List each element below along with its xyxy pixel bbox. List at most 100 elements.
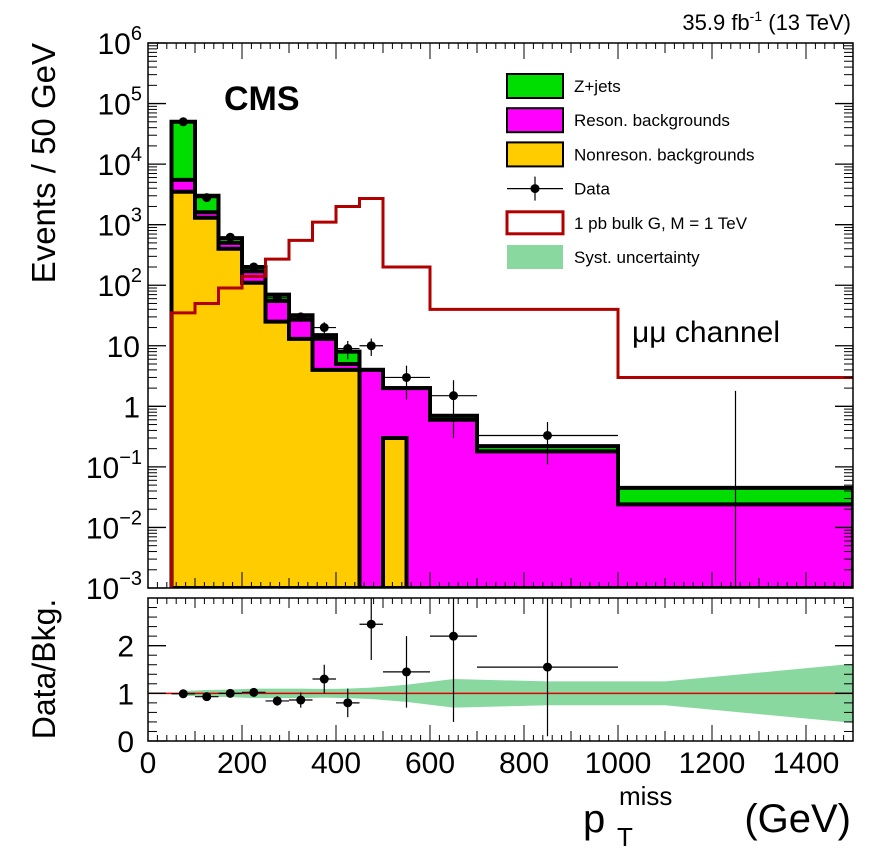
ratio-point bbox=[477, 598, 618, 737]
ratio-marker bbox=[543, 662, 552, 672]
x-tick-label: 1000 bbox=[585, 747, 652, 780]
data-marker bbox=[449, 391, 458, 401]
data-point bbox=[289, 312, 313, 323]
y-tick-label: 10−2 bbox=[86, 507, 142, 545]
data-marker bbox=[543, 430, 552, 440]
y-tick-label: 10−1 bbox=[86, 447, 142, 485]
legend-swatch bbox=[506, 141, 564, 168]
top-panel: 10−3 10−2 10−1 1 10 102 103 104 105 106 Events / 5… bbox=[25, 23, 854, 606]
ratio-frame bbox=[147, 597, 854, 742]
ratio-point bbox=[359, 598, 383, 660]
data-point bbox=[477, 422, 618, 465]
legend-marker bbox=[530, 184, 540, 194]
data-point bbox=[218, 232, 242, 242]
ratio-y-axis-label: Data/Bkg. bbox=[26, 599, 62, 740]
legend-item: 1 pb bulk G, M = 1 TeV bbox=[505, 210, 748, 236]
cms-label: CMS bbox=[224, 80, 300, 118]
x-tick-label: 600 bbox=[405, 747, 455, 780]
y-tick-label: 104 bbox=[98, 144, 143, 182]
y-tick-label: 105 bbox=[98, 84, 143, 122]
ratio-point bbox=[336, 688, 360, 718]
data-point bbox=[383, 365, 430, 400]
legend: Z+jets Reson. backgrounds Nonreson. backgr… bbox=[505, 73, 755, 269]
data-marker bbox=[225, 232, 235, 242]
ratio-y-tick-label: 2 bbox=[117, 631, 134, 664]
lumi-label: 35.9 fb-1 (13 TeV) bbox=[682, 8, 851, 35]
x-tick-label: 1200 bbox=[679, 747, 746, 780]
x-axis-label-sub: T bbox=[617, 822, 633, 852]
data-point bbox=[430, 380, 477, 438]
top-frame bbox=[147, 42, 854, 589]
y-tick-label: 1 bbox=[123, 391, 140, 424]
legend-swatch bbox=[506, 73, 564, 99]
legend-swatch bbox=[507, 245, 563, 269]
y-tick-label: 10−3 bbox=[86, 568, 142, 606]
legend-item: Data bbox=[507, 176, 610, 201]
ratio-marker bbox=[319, 674, 329, 684]
legend-swatch-line bbox=[505, 210, 565, 236]
x-axis-label-sup: miss bbox=[619, 781, 672, 811]
ratio-panel: 0 1 2 0 200 400 600 800 1000 1200 1400 Data/Bkg. p Tm… bbox=[26, 597, 854, 852]
ratio-point bbox=[265, 696, 289, 706]
x-tick-label: 0 bbox=[140, 747, 157, 780]
legend-item: Nonreson. backgrounds bbox=[506, 141, 755, 168]
y-tick-label: 102 bbox=[98, 265, 143, 303]
x-tick-label: 400 bbox=[311, 747, 361, 780]
legend-swatch bbox=[506, 107, 564, 134]
data-point bbox=[359, 338, 383, 356]
legend-label: Nonreson. backgrounds bbox=[574, 145, 755, 164]
signal-line bbox=[170, 197, 853, 588]
channel-label: μμ channel bbox=[632, 316, 780, 349]
x-tick-label: 1400 bbox=[773, 747, 840, 780]
data-point bbox=[312, 322, 336, 335]
ratio-marker bbox=[249, 687, 259, 697]
data-point bbox=[242, 262, 266, 272]
data-marker bbox=[178, 117, 188, 127]
data-marker bbox=[296, 312, 306, 322]
hist-nonreson-backgrounds bbox=[169, 189, 430, 588]
annotations: 35.9 fb-1 (13 TeV) CMS μμ channel bbox=[224, 8, 851, 349]
top-plot-area bbox=[169, 117, 853, 588]
ratio-point bbox=[242, 687, 266, 697]
ratio-point bbox=[171, 689, 195, 699]
ratio-marker bbox=[402, 667, 411, 677]
data-point bbox=[195, 193, 219, 203]
ratio-y-tick-label: 1 bbox=[117, 678, 134, 711]
ratio-marker bbox=[366, 619, 376, 629]
x-axis-label-unit: (GeV) bbox=[744, 797, 851, 841]
data-point bbox=[336, 340, 360, 360]
data-marker bbox=[402, 372, 411, 382]
data-marker bbox=[319, 323, 329, 333]
data-marker bbox=[366, 341, 376, 351]
data-point bbox=[171, 117, 195, 127]
x-axis-label-p: p bbox=[583, 797, 605, 841]
data-marker bbox=[343, 344, 353, 354]
ratio-marker bbox=[225, 688, 235, 698]
ratio-marker bbox=[449, 631, 458, 641]
ratio-point bbox=[430, 598, 477, 722]
ratio-marker bbox=[296, 695, 306, 705]
x-tick-label: 200 bbox=[217, 747, 267, 780]
y-tick-label: 106 bbox=[98, 23, 143, 61]
legend-item: Z+jets bbox=[506, 73, 621, 99]
ratio-plot-area bbox=[148, 598, 853, 737]
ratio-y-tick-label: 0 bbox=[117, 726, 134, 759]
ratio-marker bbox=[202, 692, 212, 702]
x-tick-label: 800 bbox=[499, 747, 549, 780]
ratio-point bbox=[312, 664, 336, 694]
y-tick-label: 103 bbox=[98, 205, 143, 243]
ratio-marker bbox=[272, 696, 282, 706]
legend-item: Reson. backgrounds bbox=[506, 107, 730, 134]
ratio-point bbox=[218, 688, 242, 698]
legend-label: Reson. backgrounds bbox=[574, 111, 730, 130]
data-marker bbox=[272, 293, 282, 303]
legend-label: Syst. uncertainty bbox=[574, 248, 700, 267]
ratio-point bbox=[383, 636, 430, 708]
ratio-point bbox=[195, 692, 219, 702]
y-tick-label: 10 bbox=[107, 331, 140, 364]
ratio-point bbox=[289, 692, 313, 708]
data-point bbox=[265, 293, 289, 303]
data-marker bbox=[249, 262, 259, 272]
